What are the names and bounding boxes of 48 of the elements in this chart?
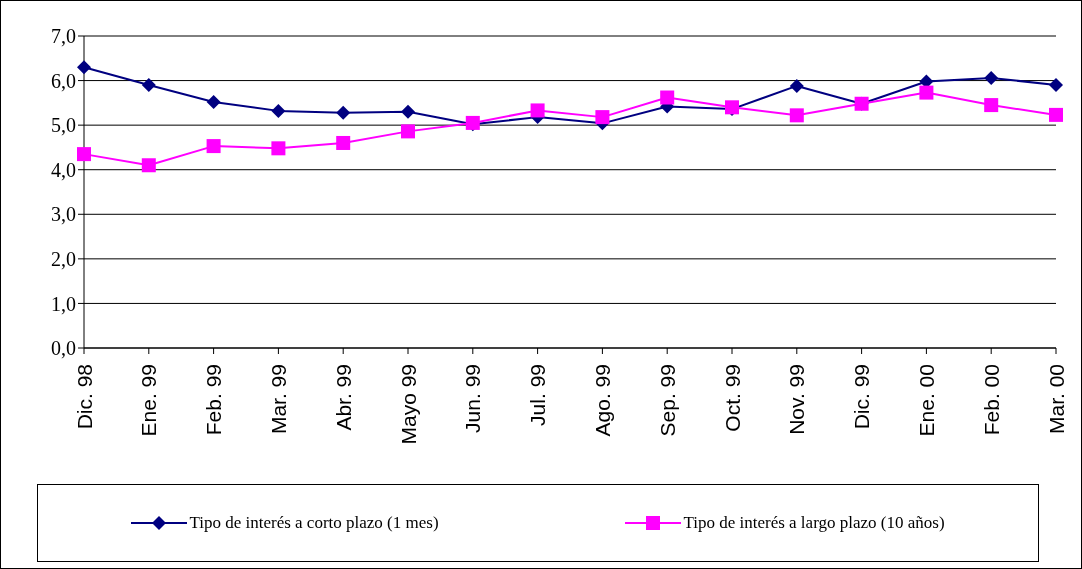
point	[401, 124, 415, 139]
y-tick-label: 4,0	[51, 158, 76, 181]
point	[206, 94, 221, 109]
x-tick-label: Oct. 99	[720, 364, 744, 432]
x-tick-label: Ago. 99	[590, 364, 614, 437]
y-tick-label: 1,0	[51, 292, 76, 315]
point	[206, 139, 221, 154]
x-tick-label: Ene. 99	[137, 364, 161, 437]
y-tick-label: 7,0	[51, 25, 76, 48]
point	[271, 141, 286, 156]
point	[595, 110, 610, 125]
y-tick-label: 3,0	[51, 203, 76, 226]
point	[984, 98, 999, 113]
point	[984, 70, 999, 85]
point	[789, 78, 804, 93]
point	[660, 90, 675, 105]
x-tick-label: Feb. 00	[979, 364, 1003, 436]
x-tick-label: Mar. 99	[266, 364, 290, 435]
x-tick-label: Dic. 98	[72, 364, 96, 430]
x-tick-label: Feb. 99	[202, 364, 226, 436]
y-tick-label: 0,0	[51, 337, 76, 360]
point	[141, 78, 156, 93]
point	[530, 103, 545, 118]
x-tick-label: Abr. 99	[331, 364, 355, 431]
point	[77, 147, 91, 162]
point	[336, 105, 351, 120]
y-tick-label: 6,0	[51, 69, 76, 92]
point	[271, 103, 286, 118]
point	[401, 104, 415, 119]
y-tick-label: 5,0	[51, 114, 76, 137]
x-tick-label: Mar. 00	[1044, 364, 1068, 435]
x-tick-label: Dic. 99	[850, 364, 874, 430]
x-tick-label: Mayo 99	[396, 364, 420, 445]
point	[141, 158, 156, 173]
legend-label: Tipo de interés a corto plazo (1 mes)	[189, 513, 439, 533]
y-tick-label: 2,0	[51, 247, 76, 270]
legend-label: Tipo de interés a largo plazo (10 años)	[683, 513, 945, 533]
point	[336, 135, 351, 150]
point	[919, 85, 934, 100]
point	[1049, 107, 1063, 122]
x-tick-label: Ene. 00	[914, 364, 938, 437]
point	[1049, 78, 1063, 93]
point	[789, 108, 804, 123]
x-tick-label: Nov. 99	[785, 364, 809, 435]
x-tick-label: Sep. 99	[655, 364, 679, 437]
x-tick-label: Jun. 99	[461, 364, 485, 433]
point	[77, 60, 91, 75]
x-tick-label: Jul. 99	[526, 364, 550, 426]
